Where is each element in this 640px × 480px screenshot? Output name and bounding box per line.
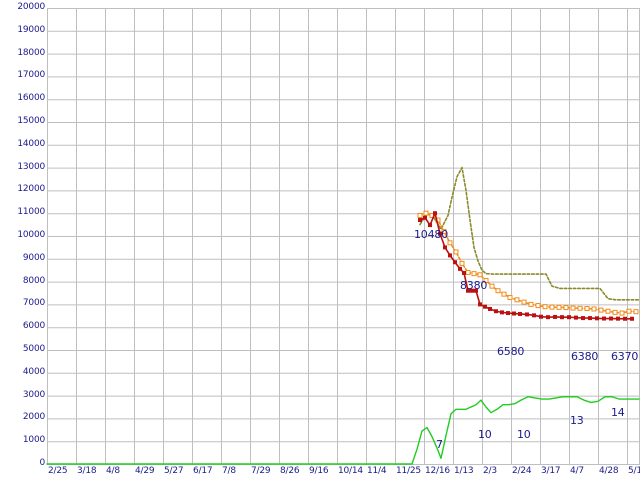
y-axis-tick: 8000 bbox=[22, 275, 45, 286]
y-axis-tick: 3000 bbox=[22, 389, 45, 400]
x-axis-tick: 10/14 bbox=[338, 466, 363, 476]
data-point-label: 6380 bbox=[571, 350, 599, 363]
y-axis-tick: 12000 bbox=[17, 184, 45, 195]
y-axis-tick: 5000 bbox=[22, 344, 45, 354]
y-axis-tick: 6000 bbox=[22, 321, 45, 332]
y-axis-tick: 10000 bbox=[17, 230, 45, 240]
data-point-label: 8380 bbox=[460, 279, 488, 292]
x-axis-tick: 4/29 bbox=[135, 466, 155, 476]
y-axis-tick: 18000 bbox=[17, 47, 45, 58]
data-point-label: 6580 bbox=[497, 345, 525, 358]
x-axis-tick: 9/16 bbox=[309, 466, 329, 476]
x-axis-tick: 2/24 bbox=[512, 466, 532, 476]
x-axis-tick: 4/7 bbox=[570, 466, 584, 476]
x-axis-tick: 11/25 bbox=[396, 466, 421, 476]
x-axis-tick: 5/12 bbox=[628, 466, 640, 476]
x-axis-tick: 2/25 bbox=[48, 466, 68, 476]
x-axis-tick: 6/17 bbox=[193, 466, 213, 476]
y-axis-tick: 11000 bbox=[17, 207, 45, 218]
data-point-label: 10 bbox=[517, 428, 531, 441]
y-axis-tick: 7000 bbox=[22, 298, 45, 309]
y-axis-tick: 2000 bbox=[22, 412, 45, 423]
x-axis-tick: 1/13 bbox=[454, 466, 474, 476]
series-price-upper bbox=[417, 210, 639, 316]
data-point-label: 10480 bbox=[414, 228, 448, 241]
y-axis-tick: 1000 bbox=[22, 435, 45, 446]
series-price-outer bbox=[419, 166, 640, 301]
data-point-label: 6370 bbox=[611, 350, 639, 363]
x-axis-tick: 4/8 bbox=[106, 466, 120, 476]
x-axis-tick: 3/17 bbox=[541, 466, 561, 476]
x-axis-tick: 12/16 bbox=[425, 466, 450, 476]
y-axis-tick: 16000 bbox=[17, 93, 45, 104]
x-axis-tick: 8/26 bbox=[280, 466, 300, 476]
y-axis-tick: 4000 bbox=[22, 366, 45, 377]
x-axis-tick: 11/4 bbox=[367, 466, 387, 476]
series-price-main bbox=[418, 211, 634, 321]
data-point-label: 7 bbox=[436, 438, 443, 451]
x-axis-tick: 4/28 bbox=[599, 466, 619, 476]
y-axis-tick: 9000 bbox=[22, 252, 45, 263]
y-axis-tick: 20000 bbox=[17, 2, 45, 12]
x-axis-tick: 3/18 bbox=[77, 466, 97, 476]
y-axis-tick: 0 bbox=[39, 458, 45, 468]
x-axis-tick: 2/3 bbox=[483, 466, 497, 476]
data-point-label: 14 bbox=[611, 406, 625, 419]
data-point-label: 10 bbox=[478, 428, 492, 441]
y-axis-tick: 19000 bbox=[17, 24, 45, 35]
y-axis-tick: 13000 bbox=[17, 161, 45, 172]
x-axis-tick: 7/8 bbox=[222, 466, 236, 476]
y-axis-tick: 17000 bbox=[17, 70, 45, 81]
data-point-label: 13 bbox=[570, 414, 584, 427]
x-axis-tick: 7/29 bbox=[251, 466, 271, 476]
y-axis-tick: 15000 bbox=[17, 116, 45, 126]
grid-lines bbox=[47, 8, 640, 465]
x-axis-tick: 5/27 bbox=[164, 466, 184, 476]
y-axis-tick: 14000 bbox=[17, 138, 45, 149]
series-volume bbox=[46, 396, 640, 465]
